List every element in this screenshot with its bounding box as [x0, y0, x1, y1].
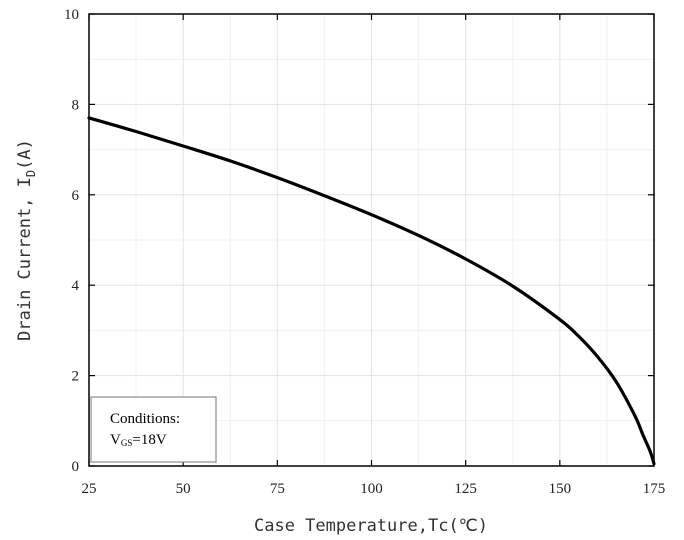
y-tick-label: 2	[72, 369, 80, 385]
y-axis-tick-labels: 0 2 4 6 8 10	[64, 7, 80, 475]
y-tick-label: 6	[72, 188, 80, 204]
x-tick-label: 50	[176, 481, 191, 497]
y-axis-title: Drain Current, ID(A)	[15, 139, 38, 341]
x-tick-label: 125	[454, 481, 477, 497]
x-tick-label: 100	[360, 481, 383, 497]
conditions-box-frame	[90, 396, 217, 463]
x-tick-label: 150	[549, 481, 572, 497]
conditions-vgs-sub: GS	[121, 438, 133, 448]
y-tick-label: 10	[64, 7, 79, 23]
y-axis-title-subscript: D	[24, 170, 38, 177]
conditions-vgs: VGS=18V	[110, 432, 167, 448]
x-axis-title: Case Temperature,Tc(℃)	[254, 516, 488, 536]
series-line-drain-current	[87, 116, 656, 466]
conditions-vgs-value: =18V	[132, 432, 166, 448]
x-tick-label: 25	[82, 481, 97, 497]
y-axis-title-main: Drain Current, I	[15, 177, 35, 341]
conditions-annotation: Conditions: VGS=18V	[90, 396, 217, 463]
y-axis-title-unit: (A)	[15, 139, 35, 170]
axis-ticks	[88, 13, 655, 467]
x-axis-tick-labels: 25 50 75 100 125 150 175	[82, 481, 666, 497]
y-tick-label: 0	[72, 459, 80, 475]
series-curve-layer	[87, 116, 656, 466]
conditions-title: Conditions:	[110, 411, 180, 427]
conditions-vgs-main: V	[110, 432, 121, 448]
x-tick-label: 175	[643, 481, 666, 497]
y-tick-label: 8	[72, 97, 80, 113]
y-tick-label: 4	[72, 278, 80, 294]
x-tick-label: 75	[270, 481, 285, 497]
